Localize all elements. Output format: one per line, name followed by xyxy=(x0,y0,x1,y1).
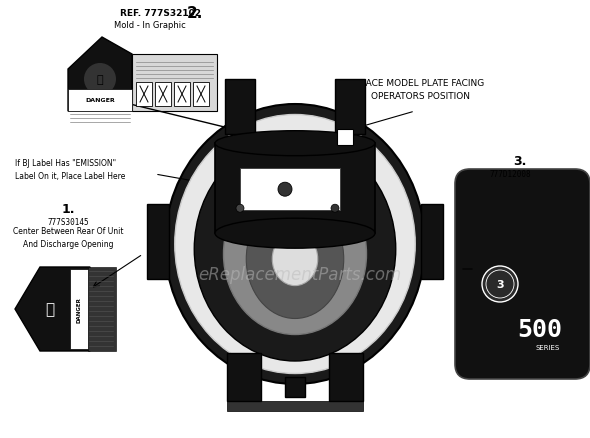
Text: 777D12008: 777D12008 xyxy=(489,170,531,179)
Bar xyxy=(337,130,353,146)
Text: 3: 3 xyxy=(496,279,504,290)
Ellipse shape xyxy=(165,105,425,384)
Bar xyxy=(68,90,132,112)
Bar xyxy=(335,80,365,135)
Ellipse shape xyxy=(194,138,396,361)
Circle shape xyxy=(331,205,339,213)
Text: Center Between Rear Of Unit
And Discharge Opening: Center Between Rear Of Unit And Discharg… xyxy=(13,227,123,248)
Text: DANGER: DANGER xyxy=(77,297,81,322)
Bar xyxy=(227,401,363,411)
Text: eReplacementParts.com: eReplacementParts.com xyxy=(198,265,402,283)
Text: REF. 777S32102: REF. 777S32102 xyxy=(120,10,201,18)
Circle shape xyxy=(84,64,116,96)
Bar xyxy=(421,205,443,279)
Bar xyxy=(329,353,363,401)
Polygon shape xyxy=(68,38,132,112)
Text: Mold - In Graphic: Mold - In Graphic xyxy=(114,21,186,30)
Text: 3.: 3. xyxy=(513,155,527,168)
Polygon shape xyxy=(15,267,90,351)
Circle shape xyxy=(236,205,244,213)
Text: ✋: ✋ xyxy=(45,302,54,317)
Text: 2.: 2. xyxy=(187,7,203,21)
Bar xyxy=(193,83,209,107)
Bar xyxy=(174,83,190,107)
Ellipse shape xyxy=(215,131,375,156)
Bar xyxy=(155,83,171,107)
Bar xyxy=(227,353,261,401)
Text: DANGER: DANGER xyxy=(85,98,115,103)
Ellipse shape xyxy=(175,115,415,374)
Text: PLACE MODEL PLATE FACING
OPERATORS POSITION: PLACE MODEL PLATE FACING OPERATORS POSIT… xyxy=(355,79,484,100)
Text: SERIES: SERIES xyxy=(536,344,560,350)
Bar xyxy=(147,205,169,279)
Ellipse shape xyxy=(246,200,344,319)
Bar xyxy=(240,169,340,211)
Text: 🔥: 🔥 xyxy=(97,75,103,85)
Text: 500: 500 xyxy=(517,317,562,341)
Ellipse shape xyxy=(215,219,375,249)
Bar xyxy=(215,144,375,233)
Bar xyxy=(136,83,152,107)
Text: 777S30145: 777S30145 xyxy=(47,218,89,227)
Circle shape xyxy=(278,183,292,197)
Bar xyxy=(285,377,305,397)
Text: If BJ Label Has "EMISSION"
Label On it, Place Label Here: If BJ Label Has "EMISSION" Label On it, … xyxy=(15,159,126,180)
Ellipse shape xyxy=(272,233,318,286)
Bar xyxy=(88,267,116,351)
Bar xyxy=(225,80,255,135)
Ellipse shape xyxy=(224,174,366,335)
Text: 1.: 1. xyxy=(61,203,75,216)
Bar xyxy=(70,269,88,349)
Bar xyxy=(132,55,217,112)
Circle shape xyxy=(482,266,518,302)
FancyBboxPatch shape xyxy=(455,170,590,379)
